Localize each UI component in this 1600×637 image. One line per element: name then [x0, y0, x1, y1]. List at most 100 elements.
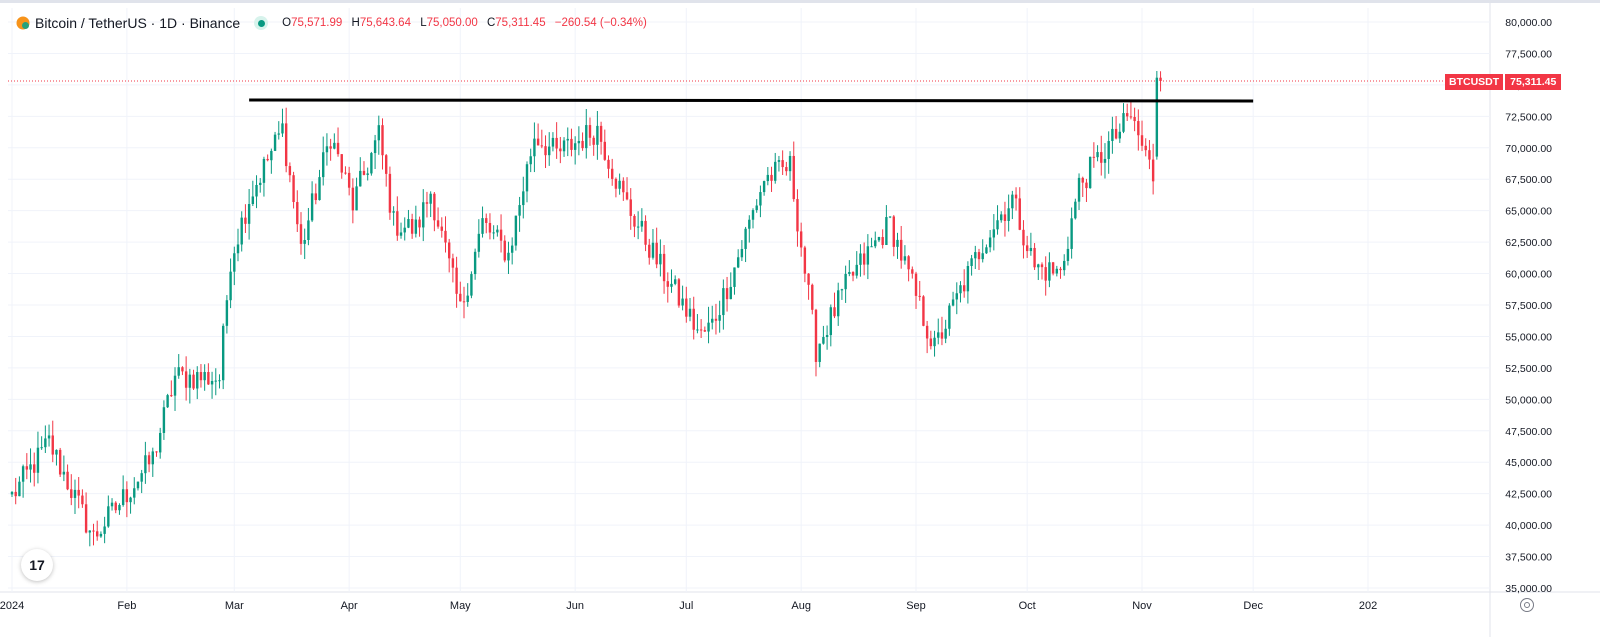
candle-body	[25, 466, 29, 470]
candle-body	[362, 170, 366, 175]
candle-body	[1148, 150, 1151, 160]
candle-body	[433, 193, 436, 221]
y-tick-label: 80,000.00	[1505, 17, 1552, 29]
candle-body	[359, 170, 362, 187]
candle-body	[685, 298, 688, 317]
candle-body	[133, 488, 136, 498]
candle-body	[544, 146, 547, 156]
candle-body	[814, 309, 818, 362]
settings-gear-icon[interactable]	[1520, 598, 1534, 612]
candle-body	[233, 253, 236, 272]
candle-body	[633, 215, 636, 227]
candle-body	[533, 138, 536, 157]
candle-body	[29, 464, 32, 470]
candle-body	[303, 240, 306, 244]
y-tick-label: 35,000.00	[1505, 583, 1552, 595]
candle-body	[410, 219, 414, 234]
candle-body	[548, 146, 551, 156]
y-tick-label: 70,000.00	[1505, 143, 1552, 155]
candle-body	[688, 308, 692, 317]
low-label: L	[420, 17, 427, 29]
candle-body	[577, 140, 581, 144]
candle-body	[121, 489, 125, 505]
resistance-line[interactable]	[249, 98, 1254, 103]
symbol-title[interactable]: Bitcoin / TetherUS · 1D · Binance	[35, 15, 241, 31]
price-axis[interactable]: 35,000.00 37,500.00 40,000.00 42,500.00 45,0…	[1505, 17, 1552, 595]
candle-body	[1000, 214, 1003, 221]
candle-body	[114, 502, 117, 511]
candle-body	[862, 253, 866, 265]
candle-body	[859, 253, 862, 265]
candle-body	[1040, 264, 1044, 268]
candle-body	[470, 274, 473, 296]
x-tick-label: Apr	[341, 600, 358, 612]
candle-body	[692, 308, 695, 330]
candle-body	[503, 240, 506, 261]
candle-body	[125, 489, 129, 503]
candle-body	[51, 435, 54, 455]
close-value: 75,311.45	[495, 17, 546, 29]
candle-body	[903, 256, 907, 261]
candle-body	[1140, 135, 1144, 146]
candle-body	[377, 125, 380, 141]
candle-body	[407, 219, 410, 228]
x-tick-label: Oct	[1019, 600, 1036, 612]
tradingview-logo-icon[interactable]: 17	[21, 549, 53, 581]
candle-body	[277, 133, 280, 135]
candle-body	[962, 285, 966, 292]
candle-body	[833, 307, 836, 317]
candle-body	[381, 125, 384, 156]
x-tick-label: Dec	[1243, 600, 1263, 612]
candle-body	[796, 199, 799, 232]
candle-body	[218, 380, 221, 382]
candle-body	[785, 167, 788, 172]
candle-body	[166, 395, 169, 408]
candle-body	[536, 138, 540, 146]
candle-body	[451, 258, 455, 268]
candle-body	[918, 295, 921, 297]
candle-body	[1066, 248, 1070, 261]
candle-body	[355, 186, 358, 211]
candle-body	[1018, 198, 1021, 230]
candle-body	[336, 142, 340, 155]
candle-body	[525, 164, 529, 192]
candle-body	[33, 464, 36, 473]
candle-body	[1070, 218, 1073, 249]
candle-body	[92, 530, 95, 532]
candle-body	[848, 271, 851, 274]
candle-body	[466, 295, 469, 302]
candle-body	[140, 473, 143, 482]
candle-body	[418, 219, 421, 228]
candle-body	[900, 239, 903, 261]
candle-body	[103, 526, 106, 534]
candle-body	[1085, 182, 1088, 189]
candle-body	[792, 155, 795, 200]
candle-body	[370, 153, 373, 174]
candle-body	[1122, 113, 1125, 132]
x-tick-label: 2024	[0, 600, 24, 612]
last-price-badge: BTCUSDT 75,311.45	[1445, 74, 1562, 90]
y-tick-label: 50,000.00	[1505, 394, 1552, 406]
candle-body	[307, 220, 310, 241]
candle-body	[270, 150, 273, 161]
candle-body	[659, 253, 662, 265]
candle-body	[322, 152, 325, 178]
time-axis[interactable]: 2024 Feb Mar Apr May Jun Jul Aug Sep Oct Nov Dec 202	[0, 600, 1377, 612]
candle-body	[722, 288, 725, 316]
candle-body	[955, 293, 958, 300]
candle-body	[177, 367, 180, 376]
candle-body	[855, 264, 858, 276]
candle-body	[518, 205, 521, 216]
candle-body	[925, 325, 929, 339]
candle-body	[711, 318, 714, 323]
candle-body	[96, 531, 99, 537]
candle-body	[714, 318, 718, 321]
candle-body	[1055, 268, 1059, 274]
candle-body	[184, 371, 188, 388]
candle-body	[155, 451, 158, 453]
candle-body	[99, 533, 103, 537]
candle-body	[874, 240, 877, 247]
candle-body	[640, 220, 644, 227]
